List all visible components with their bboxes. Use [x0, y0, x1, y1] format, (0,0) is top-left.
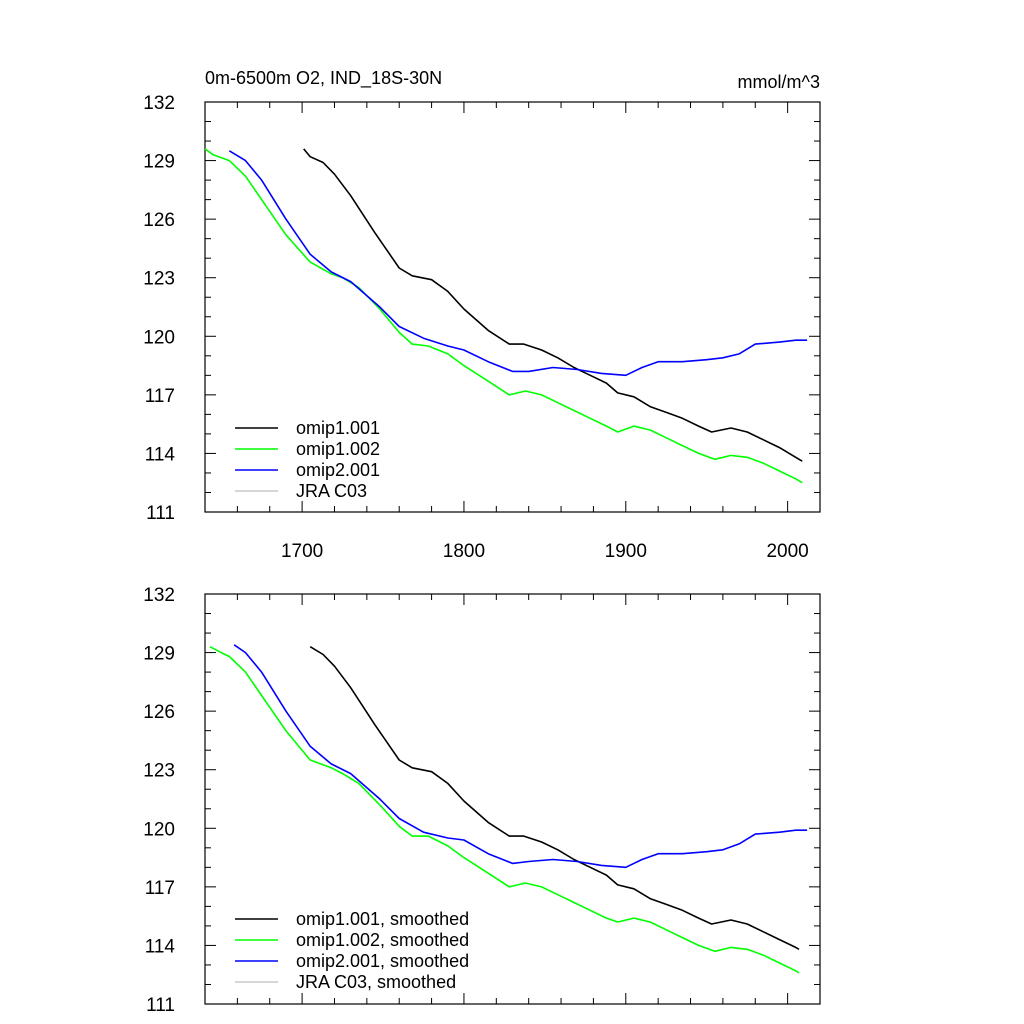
- legend-label: omip1.001: [296, 418, 380, 438]
- x-tick-label: 1800: [443, 541, 485, 562]
- series-line: [303, 148, 803, 462]
- y-tick-label: 120: [143, 819, 175, 840]
- plot-frame: [204, 101, 821, 513]
- legend-label: omip2.001, smoothed: [296, 951, 469, 971]
- legend-label: omip1.002, smoothed: [296, 930, 469, 950]
- y-tick-label: 114: [145, 936, 176, 957]
- legend-label: omip1.001, smoothed: [296, 909, 469, 929]
- y-tick-label: 117: [145, 878, 175, 899]
- x-tick-label: 2000: [766, 541, 808, 562]
- legend-label: JRA C03: [296, 481, 367, 501]
- y-tick-label: 111: [146, 995, 175, 1016]
- chart-panel-1: 111 114 117 120 123 126 129 132 1700 1800 1900 2000…: [143, 68, 821, 562]
- series-line: [204, 148, 803, 484]
- chart-panel-2: 111 114 117 120 123 126 129 132 omip1.001, smoot…: [143, 585, 821, 1016]
- y-tick-label: 126: [143, 702, 175, 723]
- legend-label: omip2.001: [296, 460, 380, 480]
- y-tick-label: 129: [143, 644, 175, 665]
- x-tick-label: 1900: [605, 541, 647, 562]
- series-line: [309, 646, 800, 950]
- series-line: [233, 644, 808, 869]
- plot-frame: [204, 593, 821, 1005]
- x-tick-label: 1700: [281, 541, 323, 562]
- y-tick-label: 126: [143, 210, 175, 231]
- chart-title: 0m-6500m O2, IND_18S-30N: [205, 68, 442, 89]
- y-tick-label: 120: [143, 327, 175, 348]
- y-tick-label: 111: [146, 503, 175, 524]
- chart-units: mmol/m^3: [738, 72, 820, 92]
- y-tick-label: 123: [143, 269, 175, 290]
- y-tick-label: 129: [143, 152, 175, 173]
- series-line: [209, 645, 800, 974]
- y-tick-label: 114: [145, 444, 176, 465]
- y-tick-label: 132: [143, 93, 175, 114]
- legend-label: omip1.002: [296, 439, 380, 459]
- y-tick-label: 123: [143, 761, 175, 782]
- series-line: [228, 150, 808, 377]
- y-tick-label: 117: [145, 386, 175, 407]
- y-tick-label: 132: [143, 585, 175, 606]
- legend-label: JRA C03, smoothed: [296, 972, 456, 992]
